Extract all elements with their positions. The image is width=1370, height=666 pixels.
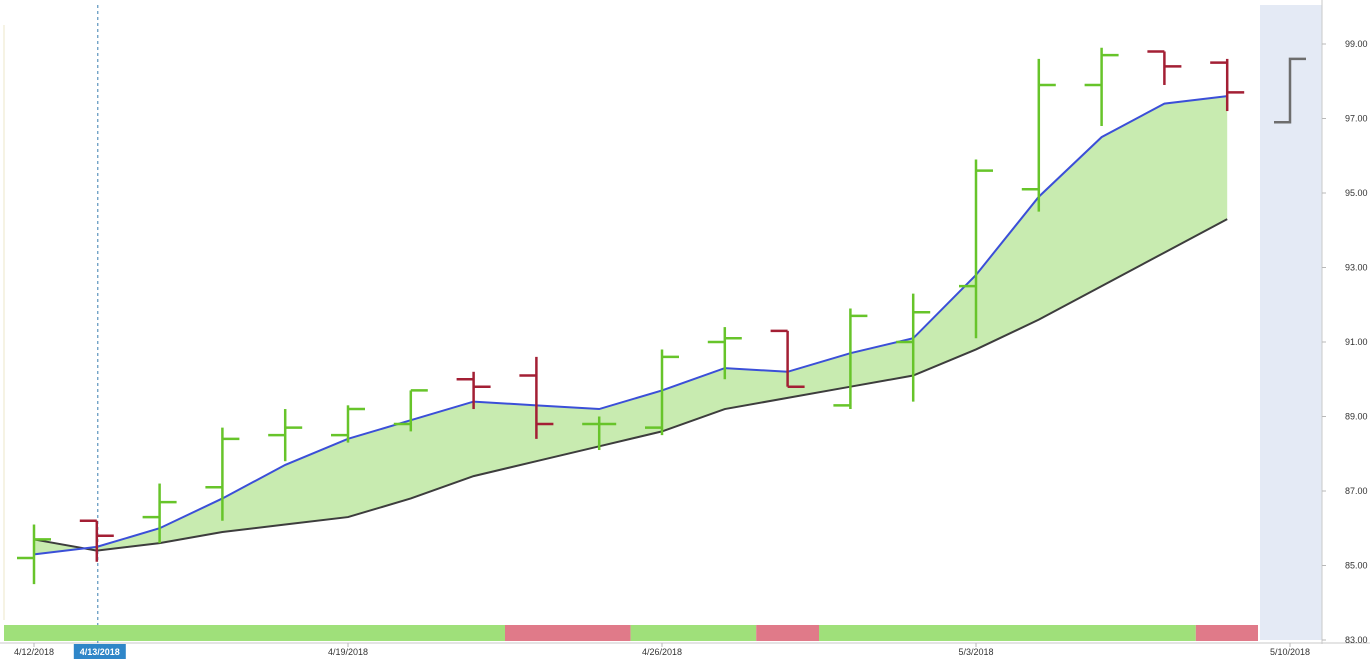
trend-strip-segment-5 — [819, 625, 1196, 641]
x-tick-label-2: 4/19/2018 — [328, 647, 368, 657]
x-tick-label-3: 4/26/2018 — [642, 647, 682, 657]
trend-strip-segment-2 — [505, 625, 631, 641]
x-tick-label-1: 4/12/2018 — [14, 647, 54, 657]
band-fill — [34, 96, 1228, 555]
trend-strip-segment-1 — [4, 625, 505, 641]
trend-strip-segment-3 — [630, 625, 757, 641]
y-tick-label-4: 93.00 — [1345, 263, 1368, 273]
x-tick-label-4: 5/3/2018 — [958, 647, 993, 657]
crosshair-date-label: 4/13/2018 — [80, 647, 120, 657]
x-tick-label-5: 5/10/2018 — [1270, 647, 1310, 657]
y-tick-label-3: 95.00 — [1345, 188, 1368, 198]
lower-band-line — [33, 218, 1228, 552]
y-tick-label-8: 85.00 — [1345, 561, 1368, 571]
crosshair-date-box — [73, 644, 126, 659]
trend-strip-segment-4 — [756, 625, 819, 641]
y-tick-label-5: 91.00 — [1345, 337, 1368, 347]
y-tick-label-2: 97.00 — [1345, 114, 1368, 124]
y-tick-label-9: 83.00 — [1345, 635, 1368, 645]
upper-band-line — [33, 95, 1228, 556]
y-tick-label-7: 87.00 — [1345, 486, 1368, 496]
trend-strip-segment-6 — [1195, 625, 1258, 641]
projection-bar — [1274, 57, 1306, 124]
y-tick-label-1: 99.00 — [1345, 39, 1368, 49]
y-tick-label-6: 89.00 — [1345, 412, 1368, 422]
